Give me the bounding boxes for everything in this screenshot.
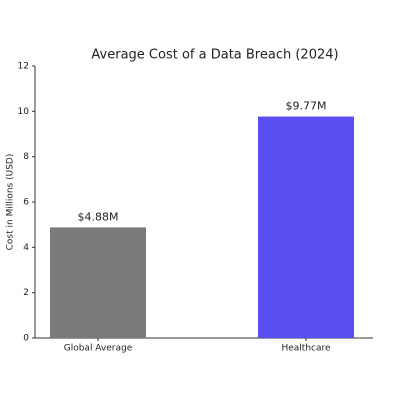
value-label: $9.77M bbox=[286, 100, 327, 113]
chart-title: Average Cost of a Data Breach (2024) bbox=[91, 48, 338, 63]
y-tick-label: 0 bbox=[23, 334, 29, 344]
value-label: $4.88M bbox=[78, 210, 119, 223]
bar bbox=[258, 116, 354, 339]
y-axis-label: Cost in Millions (USD) bbox=[6, 154, 16, 251]
bar bbox=[50, 227, 146, 338]
y-tick-label: 10 bbox=[18, 107, 30, 117]
y-tick-label: 2 bbox=[23, 288, 29, 298]
x-tick-label: Healthcare bbox=[281, 344, 331, 354]
y-tick-label: 8 bbox=[23, 152, 29, 162]
y-tick-label: 6 bbox=[23, 198, 29, 208]
y-tick-label: 12 bbox=[18, 62, 29, 72]
y-tick-label: 4 bbox=[23, 243, 29, 253]
x-tick-label: Global Average bbox=[64, 344, 133, 354]
